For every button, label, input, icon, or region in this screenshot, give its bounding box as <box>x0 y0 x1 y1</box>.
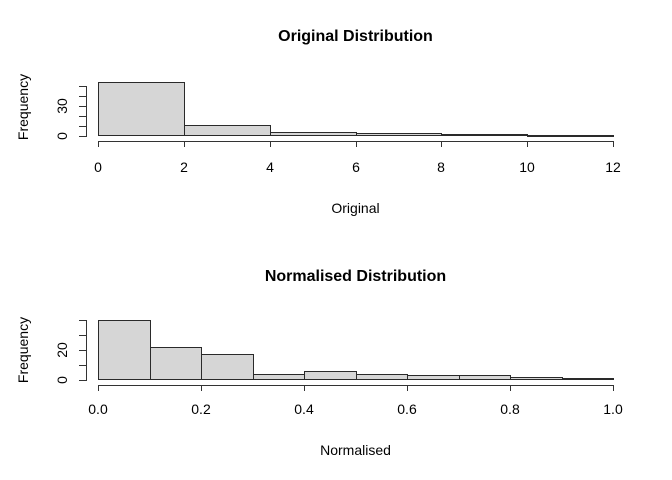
x-tick-label: 6 <box>352 159 360 175</box>
y-tick-label: 20 <box>54 342 70 358</box>
x-tick-label: 0.2 <box>191 401 211 417</box>
x-axis-tick <box>510 385 511 391</box>
histogram-bar <box>459 375 511 380</box>
x-axis-tick <box>184 141 185 147</box>
x-axis-tick <box>527 141 528 147</box>
x-tick-label: 0.6 <box>397 401 417 417</box>
x-tick-label: 0.0 <box>88 401 108 417</box>
histogram-bar <box>304 371 357 380</box>
y-axis-tick <box>79 136 86 137</box>
x-axis-tick <box>613 385 614 391</box>
histogram-bar <box>98 82 185 136</box>
histogram-bar <box>441 134 528 136</box>
histogram-panel-original: Original Distribution Frequency Original… <box>15 28 621 216</box>
y-tick-label: 30 <box>54 98 70 114</box>
x-axis-title: Normalised <box>320 442 391 458</box>
y-axis-tick <box>79 116 86 117</box>
y-axis-title: Frequency <box>15 316 31 384</box>
x-tick-label: 4 <box>266 159 274 175</box>
x-tick-label: 8 <box>437 159 445 175</box>
histogram-bar <box>150 347 202 380</box>
x-axis-tick <box>613 141 614 147</box>
histogram-bar <box>407 375 460 380</box>
x-tick-label: 0 <box>94 159 102 175</box>
x-axis-tick <box>98 141 99 147</box>
x-axis-tick <box>270 141 271 147</box>
x-axis-tick <box>441 141 442 147</box>
x-axis-tick <box>356 141 357 147</box>
y-axis-tick <box>79 335 86 336</box>
y-tick-label: 0 <box>54 132 70 140</box>
x-axis-tick <box>407 385 408 391</box>
histogram-bar <box>270 132 357 136</box>
chart-title: Original Distribution <box>278 28 433 45</box>
histogram-bar <box>98 320 151 380</box>
y-axis-line <box>86 86 87 137</box>
y-axis-tick <box>79 320 86 321</box>
x-tick-label: 10 <box>519 159 535 175</box>
y-tick-label: 0 <box>54 376 70 384</box>
histogram-bar <box>510 377 563 380</box>
histogram-bar <box>562 378 614 380</box>
y-axis-tick <box>79 350 86 351</box>
x-tick-label: 0.4 <box>294 401 314 417</box>
x-tick-label: 2 <box>180 159 188 175</box>
histogram-bar <box>184 125 271 136</box>
y-axis-tick <box>79 106 86 107</box>
histogram-bar <box>356 133 442 136</box>
y-axis-tick <box>79 365 86 366</box>
y-axis-title: Frequency <box>15 73 31 141</box>
x-tick-label: 0.8 <box>500 401 520 417</box>
x-tick-label: 1.0 <box>603 401 623 417</box>
x-axis-line <box>98 385 614 386</box>
y-axis-tick <box>79 380 86 381</box>
chart-title: Normalised Distribution <box>264 268 447 285</box>
x-axis-title: Original <box>331 200 380 216</box>
y-axis-tick <box>79 86 86 87</box>
histogram-panel-normalised: Normalised Distribution Frequency Normal… <box>0 240 672 480</box>
x-axis-tick <box>201 385 202 391</box>
histogram-bar <box>201 354 254 380</box>
y-axis-tick <box>79 126 86 127</box>
y-axis-line <box>86 320 87 381</box>
histogram-bar <box>356 374 408 380</box>
histogram-bar <box>253 374 305 380</box>
x-axis-tick <box>304 385 305 391</box>
y-axis-tick <box>79 96 86 97</box>
x-tick-label: 12 <box>605 159 621 175</box>
x-axis-tick <box>98 385 99 391</box>
histogram-bar <box>527 135 614 137</box>
